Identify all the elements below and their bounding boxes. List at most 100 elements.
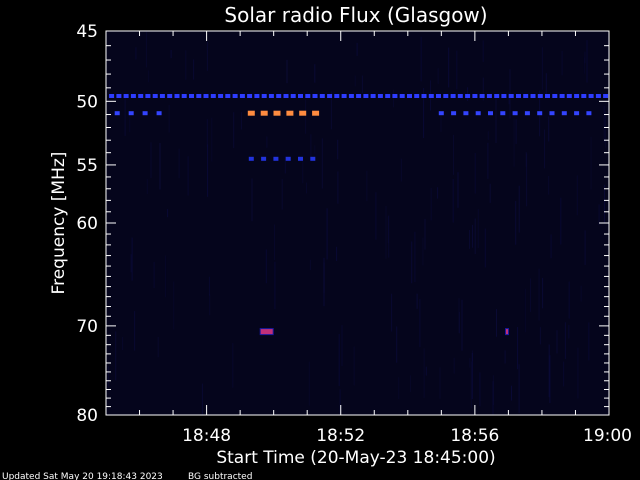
noise-streak — [388, 215, 390, 258]
band-dot — [524, 111, 530, 116]
band-dot — [247, 110, 255, 116]
noise-streak — [453, 357, 455, 374]
noise-streak — [588, 322, 590, 361]
noise-streak — [568, 324, 570, 339]
band-dot — [128, 111, 134, 116]
noise-streak — [375, 192, 377, 240]
noise-streak — [508, 93, 510, 105]
noise-streak — [150, 142, 152, 179]
noise-streak — [603, 105, 605, 143]
noise-streak — [207, 144, 209, 197]
noise-streak — [487, 131, 489, 140]
band-dot — [574, 94, 580, 98]
noise-streak — [206, 119, 208, 148]
burst — [260, 329, 273, 335]
noise-streak — [341, 325, 343, 366]
noise-streak — [550, 234, 552, 259]
band-dot — [549, 111, 555, 116]
y-tick-label: 55 — [76, 156, 98, 176]
band-dot — [260, 110, 268, 116]
noise-streak — [398, 377, 400, 399]
band-dot — [286, 110, 294, 116]
y-tick-label: 70 — [76, 317, 98, 337]
band-dot — [450, 94, 456, 98]
band-dot — [377, 94, 383, 98]
noise-streak — [479, 372, 481, 407]
noise-streak — [482, 77, 484, 101]
noise-streak — [337, 139, 339, 160]
band-dot — [109, 94, 115, 98]
band-dot — [537, 94, 543, 98]
noise-streak — [145, 31, 147, 68]
noise-streak — [549, 355, 551, 403]
band-dot — [334, 94, 340, 98]
noise-streak — [336, 246, 338, 261]
noise-streak — [577, 347, 579, 399]
band-dot — [486, 94, 492, 98]
noise-streak — [513, 118, 515, 167]
noise-streak — [564, 322, 566, 359]
band-dot — [203, 94, 209, 98]
band-dot — [465, 94, 471, 98]
band-dot — [341, 94, 347, 98]
noise-streak — [469, 230, 470, 249]
band-dot — [588, 94, 594, 98]
noise-streak — [308, 361, 310, 406]
noise-streak — [604, 184, 605, 224]
y-tick-label: 50 — [76, 92, 98, 112]
noise-streak — [201, 383, 203, 415]
noise-streak — [544, 129, 545, 169]
noise-streak — [409, 375, 411, 392]
noise-streak — [452, 179, 454, 223]
noise-streak — [356, 42, 358, 56]
band-dot — [457, 94, 463, 98]
band-dot — [399, 94, 405, 98]
noise-streak — [548, 116, 550, 142]
noise-streak — [366, 170, 368, 202]
noise-streaks — [108, 31, 607, 415]
band-dot — [530, 94, 536, 98]
y-axis: 45 50 55 60 70 80 — [76, 22, 609, 426]
noise-streak — [548, 344, 550, 398]
chart-title: Solar radio Flux (Glasgow) — [224, 3, 487, 27]
noise-streak — [530, 278, 531, 312]
band-dot — [603, 94, 609, 98]
noise-streak — [134, 311, 136, 351]
noise-streak — [274, 261, 276, 310]
noise-streak — [187, 156, 189, 196]
band-dot — [327, 94, 333, 98]
band-dot — [218, 94, 224, 98]
band-dot — [310, 156, 316, 161]
band-dot — [181, 94, 187, 98]
noise-streak — [337, 171, 339, 204]
noise-streak — [393, 89, 394, 108]
noise-streak — [391, 293, 393, 332]
noise-streak — [459, 311, 460, 334]
noise-streak — [423, 348, 425, 398]
noise-streak — [474, 218, 476, 254]
noise-streak — [265, 249, 267, 284]
noise-streak — [496, 309, 497, 337]
noise-streak — [314, 64, 316, 83]
band-dot — [298, 94, 303, 98]
noise-streak — [548, 176, 550, 195]
band-dot — [348, 94, 354, 98]
noise-streak — [430, 187, 432, 221]
band-dot — [142, 111, 148, 116]
band-dot — [363, 94, 369, 98]
noise-streak — [281, 179, 283, 210]
band-dot — [451, 111, 457, 116]
band-dot — [438, 111, 444, 116]
noise-streak — [416, 293, 418, 309]
band-dot — [475, 111, 481, 116]
x-axis: 18:48 18:52 18:56 19:00 — [105, 31, 632, 446]
band-dot — [472, 94, 478, 98]
noise-streak — [518, 185, 520, 233]
noise-streak — [193, 59, 195, 80]
noise-streak — [284, 156, 286, 174]
x-tick-label: 19:00 — [583, 426, 632, 446]
band-dot — [116, 94, 122, 98]
x-axis-label: Start Time (20-May-23 18:45:00) — [216, 448, 495, 468]
plot-area — [106, 31, 609, 415]
